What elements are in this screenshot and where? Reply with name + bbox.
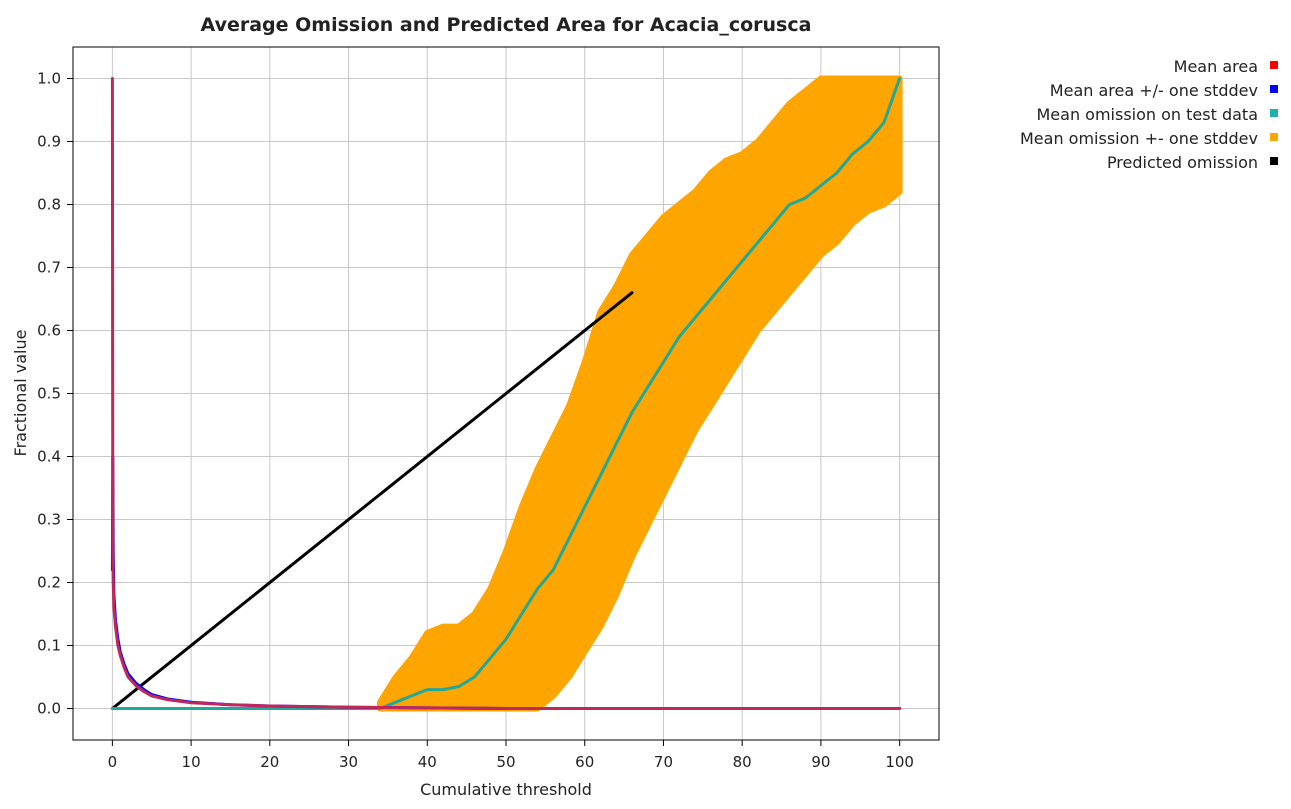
series-line-predicted-omission (110, 291, 634, 710)
ticks: 0 10 20 30 40 50 60 70 80 90 100 0.0 0.1 0.2 0.3 0.4 0.5… (37, 70, 914, 772)
y-tick-label: 0.4 (37, 448, 61, 466)
legend-label: Mean omission on test data (1037, 105, 1259, 124)
y-tick-label: 0.7 (37, 259, 61, 277)
y-tick-label: 0.6 (37, 322, 61, 340)
y-tick-label: 0.1 (37, 637, 61, 655)
legend-swatch (1270, 157, 1278, 165)
x-tick-label: 30 (339, 753, 358, 771)
series-layer (110, 75, 903, 712)
legend-label: Mean omission +- one stddev (1020, 129, 1258, 148)
legend-label: Mean area (1174, 57, 1258, 76)
y-tick-label: 0.9 (37, 133, 61, 151)
x-tick-label: 100 (885, 753, 914, 771)
legend-label: Mean area +/- one stddev (1050, 81, 1258, 100)
legend-swatch (1270, 61, 1278, 69)
y-tick-label: 0.5 (37, 385, 61, 403)
y-tick-label: 0.8 (37, 196, 61, 214)
x-tick-label: 80 (733, 753, 752, 771)
legend-swatch (1270, 133, 1278, 141)
y-tick-label: 0.2 (37, 574, 61, 592)
x-tick-label: 20 (260, 753, 279, 771)
legend: Mean area Mean area +/- one stddev Mean om… (1020, 57, 1278, 172)
y-tick-label: 1.0 (37, 70, 61, 88)
series-band-mean-omission-one-stddev (377, 75, 903, 712)
x-tick-label: 60 (575, 753, 594, 771)
series-line-mean-omission-on-test-data (110, 77, 902, 710)
x-axis-label: Cumulative threshold (420, 780, 592, 799)
y-axis-label: Fractional value (11, 330, 30, 457)
x-tick-label: 0 (108, 753, 118, 771)
chart-title: Average Omission and Predicted Area for … (201, 14, 812, 36)
x-tick-label: 50 (496, 753, 515, 771)
y-tick-label: 0.0 (37, 700, 61, 718)
x-tick-label: 70 (654, 753, 673, 771)
legend-label: Predicted omission (1107, 153, 1258, 172)
y-tick-label: 0.3 (37, 511, 61, 529)
legend-swatch (1270, 85, 1278, 93)
x-tick-label: 10 (182, 753, 201, 771)
legend-swatch (1270, 109, 1278, 117)
series-line-mean-area (110, 77, 902, 710)
x-tick-label: 40 (418, 753, 437, 771)
x-tick-label: 90 (811, 753, 830, 771)
